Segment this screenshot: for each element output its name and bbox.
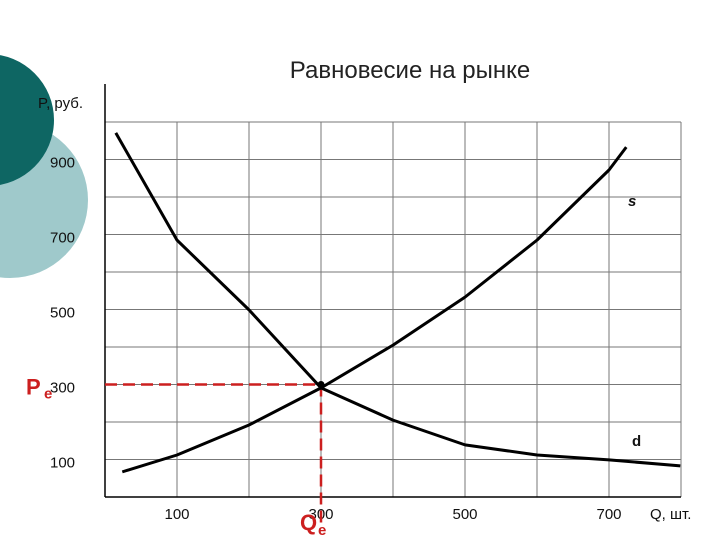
curve	[114, 132, 681, 468]
y-axis-label: P, руб.	[38, 95, 83, 112]
y-tick-label: 700	[50, 230, 75, 247]
x-tick-label: 500	[452, 506, 477, 523]
curve-label: d	[632, 433, 641, 450]
y-tick-label: 500	[50, 305, 75, 322]
curve	[121, 146, 628, 474]
y-tick-label: 900	[50, 155, 75, 172]
y-tick-label: 300	[50, 380, 75, 397]
equilibrium-point	[317, 381, 325, 388]
qe-sub: e	[318, 522, 326, 539]
qe-label: Q	[300, 510, 317, 535]
x-tick-label: 100	[164, 506, 189, 523]
x-tick-label: 700	[596, 506, 621, 523]
plot: 100300500700100300500700900PeQesd	[26, 84, 682, 539]
x-axis-label: Q, шт.	[650, 506, 691, 523]
chart-title: Равновесие на рынке	[290, 57, 530, 84]
pe-label: P	[26, 375, 41, 400]
pe-sub: e	[44, 386, 52, 403]
decor-circle	[0, 55, 54, 185]
y-tick-label: 100	[50, 455, 75, 472]
curve-label: s	[628, 193, 636, 210]
